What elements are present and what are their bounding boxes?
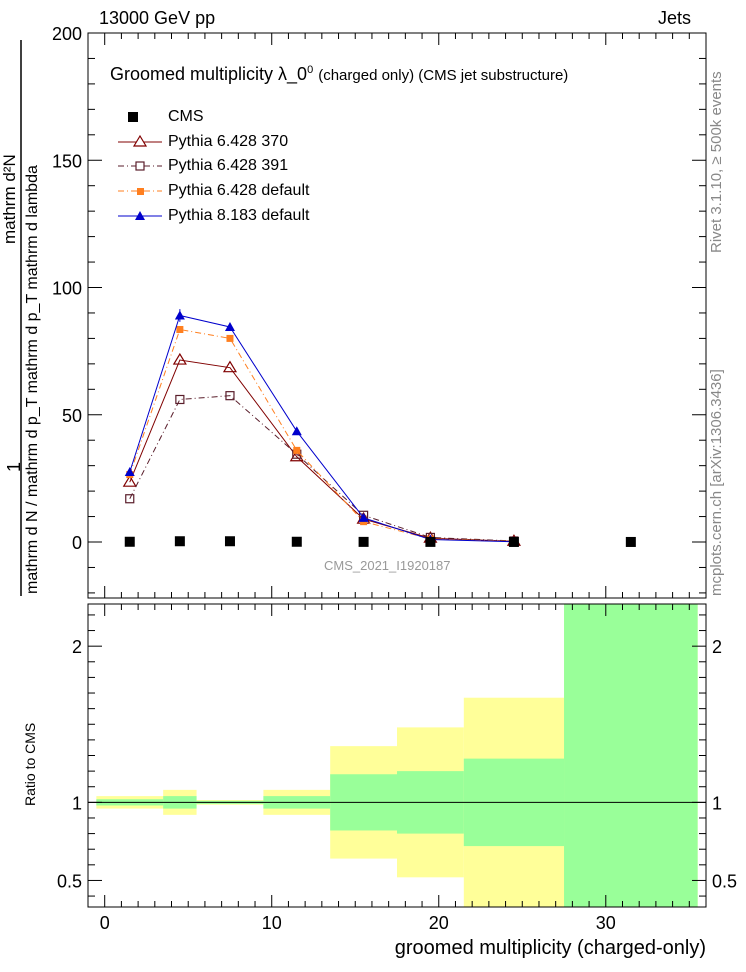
cms-point-1	[174, 536, 185, 547]
xtick-label-2: 20	[429, 913, 449, 933]
series-point-3-3	[293, 446, 301, 454]
main-ytick-label-0: 0	[72, 533, 82, 553]
header-energy: 13000 GeV pp	[99, 8, 216, 28]
ratio-ylabel: Ratio to CMS	[22, 722, 38, 806]
legend-marker-py6def	[118, 188, 162, 195]
main-ylabel-numerator: mathrm d²N	[0, 154, 19, 244]
plot-title-sup: 0	[307, 64, 314, 76]
main-ylabel-denominator: mathrm d N / mathrm d p_T mathrm d p_T m…	[24, 165, 41, 594]
cms-point-5	[425, 536, 436, 547]
cms-point-6	[508, 536, 519, 547]
series-point-3-1	[176, 325, 184, 333]
xtick-label-1: 10	[262, 913, 282, 933]
rivet-version: Rivet 3.1.10, ≥ 500k events	[708, 71, 725, 253]
xtick-label-3: 30	[596, 913, 616, 933]
cms-point-7	[625, 536, 636, 547]
legend-item-py391: Pythia 6.428 391	[112, 155, 288, 177]
legend-item-py6def: Pythia 6.428 default	[112, 180, 309, 202]
legend-label-cms: CMS	[168, 108, 204, 125]
legend-label-py8: Pythia 8.183 default	[168, 207, 310, 224]
series-line-2	[129, 395, 514, 542]
ratio-ytick-label-left-1: 1	[72, 793, 82, 813]
series-point-2-2	[225, 391, 235, 401]
main-ytick-label-3: 150	[52, 151, 82, 171]
ratio-band-green-7	[564, 604, 698, 907]
plot-title: Groomed multiplicity λ_00 (charged only)…	[110, 64, 568, 85]
main-ytick-label-2: 100	[52, 279, 82, 299]
legend-marker-py8	[118, 211, 162, 220]
series-point-2-1	[175, 394, 185, 405]
ratio-xlabel: groomed multiplicity (charged-only)	[394, 937, 706, 959]
main-ytick-label-4: 200	[52, 24, 82, 44]
legend-item-cms: CMS	[112, 106, 204, 128]
legend-marker-py391	[118, 161, 162, 171]
legend-label-py6def: Pythia 6.428 default	[168, 182, 310, 199]
series-line-1	[129, 359, 514, 542]
header-jets: Jets	[657, 8, 691, 28]
ratio-ytick-label-right-1: 1	[712, 793, 722, 813]
legend-label-py391: Pythia 6.428 391	[168, 157, 289, 174]
legend-label-py370: Pythia 6.428 370	[168, 133, 289, 150]
series-point-2-0	[125, 494, 135, 504]
series-layer	[122, 309, 636, 547]
main-frame	[87, 32, 707, 599]
main-ytick-label-1: 50	[62, 406, 82, 426]
ratio-panel	[88, 604, 706, 907]
xtick-label-0: 0	[100, 913, 110, 933]
main-ylabel-prefix: 1	[4, 461, 24, 472]
ratio-ytick-label-left-0: 0.5	[57, 871, 82, 891]
series-point-4-2	[224, 321, 235, 331]
series-point-1-0	[122, 475, 137, 487]
series-point-1-2	[222, 360, 238, 373]
cms-point-0	[124, 536, 135, 547]
series-line-4	[129, 314, 514, 543]
plot-title-main: Groomed multiplicity λ_0	[110, 64, 308, 84]
analysis-watermark: CMS_2021_I1920187	[324, 558, 451, 573]
series-point-4-0	[124, 467, 135, 477]
ratio-ytick-label-right-0: 0.5	[712, 871, 737, 891]
series-point-1-1	[172, 352, 187, 365]
cms-point-3	[291, 536, 302, 547]
series-point-4-3	[291, 426, 302, 436]
legend-item-py370: Pythia 6.428 370	[112, 131, 288, 153]
legend-marker-cms	[128, 112, 138, 122]
legend-item-py8: Pythia 8.183 default	[112, 205, 309, 227]
axes-layer: 0 10 20 30 0 50 100 150 200 0.5 0.5 1 1 2 2	[20, 24, 737, 933]
legend-marker-py370	[118, 134, 162, 147]
series-point-4-4	[358, 512, 369, 522]
series-point-3-2	[226, 334, 234, 342]
cms-point-4	[358, 536, 369, 547]
series-point-4-1	[174, 310, 185, 320]
cms-point-2	[224, 536, 235, 547]
ratio-ytick-label-left-2: 2	[72, 637, 82, 657]
ratio-ytick-label-right-2: 2	[712, 637, 722, 657]
series-point-1-3	[289, 449, 304, 462]
mcplots-reference: mcplots.cern.ch [arXiv:1306.3436]	[708, 369, 725, 596]
plot-title-suffix: (charged only) (CMS jet substructure)	[318, 67, 569, 84]
